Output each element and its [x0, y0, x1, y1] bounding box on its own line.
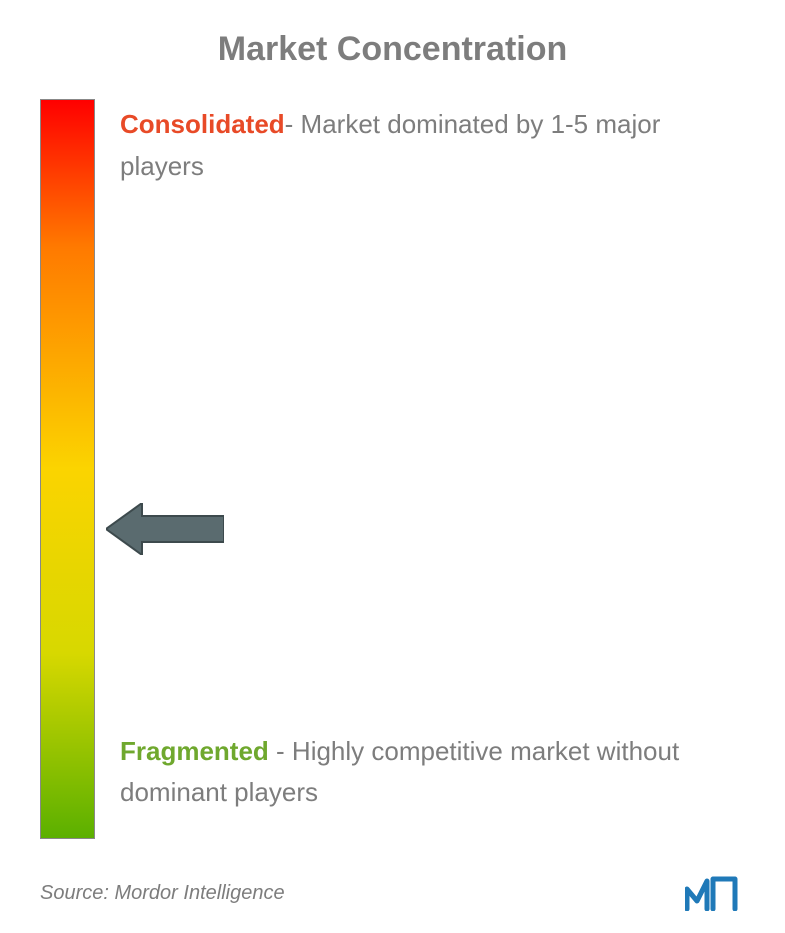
content-area: Consolidated- Market dominated by 1-5 ma… [40, 99, 745, 839]
fragmented-label: Fragmented - Highly competitive market w… [120, 731, 710, 814]
indicator-arrow [106, 503, 224, 555]
footer: Source: Mordor Intelligence [40, 875, 745, 911]
logo-icon [685, 875, 745, 911]
concentration-gradient-bar [40, 99, 95, 839]
source-text: Source: Mordor Intelligence [40, 882, 285, 905]
arrow-left-icon [106, 503, 224, 555]
logo [685, 875, 745, 911]
fragmented-highlight: Fragmented [120, 736, 269, 766]
consolidated-highlight: Consolidated [120, 109, 285, 139]
consolidated-label: Consolidated- Market dominated by 1-5 ma… [120, 104, 710, 187]
infographic-container: Market Concentration Consolidated- Marke… [0, 0, 785, 933]
page-title: Market Concentration [40, 30, 745, 69]
